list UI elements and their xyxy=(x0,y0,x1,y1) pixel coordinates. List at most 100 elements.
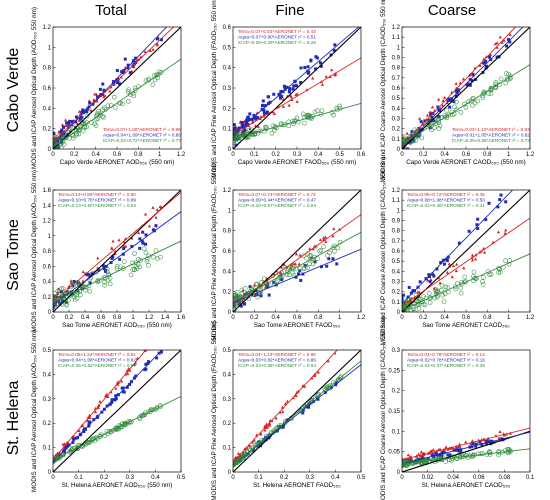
icap-point xyxy=(443,459,448,464)
terra-point xyxy=(267,423,271,427)
terra-fit-line xyxy=(53,27,175,143)
icap-point xyxy=(478,451,484,457)
terra-point xyxy=(152,339,155,342)
icap-point xyxy=(441,299,447,304)
y-tick-label: 0.3 xyxy=(43,397,52,403)
aqua-point xyxy=(279,90,283,94)
icap-fit-line xyxy=(233,103,361,140)
scatter-panel: 0 0.2 0.4 0.6 0.8 1 1.2 0 0.1 0.2 0.3 0.4 0.5 0.6 0.7 0… xyxy=(380,0,535,182)
aqua-point xyxy=(457,449,461,453)
icap-point xyxy=(120,101,125,107)
terra-fit-line xyxy=(402,217,530,307)
x-axis-label: St. Helena AERONET CAOD₅₅₀ xyxy=(422,482,511,489)
aqua-point xyxy=(267,95,271,99)
x-tick-label: 1 xyxy=(507,315,511,321)
icap-point xyxy=(439,287,444,293)
terra-point xyxy=(429,277,433,281)
x-tick-label: 0.8 xyxy=(314,315,323,321)
icap-point xyxy=(101,275,107,281)
icap-point xyxy=(458,285,464,291)
aqua-point xyxy=(248,112,252,116)
icap-point xyxy=(68,448,73,454)
aqua-point xyxy=(409,291,413,295)
x-tick-label: 1.2 xyxy=(145,315,154,321)
scatter-panel: 0 0.1 0.2 0.3 0.4 0.5 0 0.1 0.2 0.3 0.4 0.5 Terra=0.… xyxy=(211,321,366,500)
x-axis-label: St. Helena AERONET AOD₅₅₀ (550 nm) xyxy=(62,482,173,489)
x-tick-label: 0 xyxy=(400,315,404,321)
aqua-point xyxy=(118,257,122,261)
icap-point xyxy=(59,145,64,149)
aqua-point xyxy=(102,267,106,271)
aqua-point xyxy=(250,117,254,121)
icap-fit-line xyxy=(402,64,530,145)
plot-frame xyxy=(52,189,182,313)
x-tick-label: 0.4 xyxy=(314,152,323,158)
aqua-point xyxy=(303,264,307,268)
x-tick-label: 0.3 xyxy=(306,475,315,481)
x-tick-label: 0.6 xyxy=(357,152,366,158)
legend-entry-icap: ICAP=0.02+0.72*AERONET r² = 0.77 xyxy=(103,138,181,143)
terra-point xyxy=(428,110,432,114)
legend-entry-aqua: Aqua=0.07+0.90*AERONET r² = 0.51 xyxy=(238,35,316,40)
aqua-point xyxy=(435,267,439,271)
icap-point xyxy=(86,439,92,445)
terra-point xyxy=(502,433,506,437)
legend-entry-terra: Terra=0.06+0.72*AERONET r² = 0.45 xyxy=(407,192,485,197)
terra-point xyxy=(256,124,260,128)
terra-point xyxy=(69,281,74,285)
terra-point xyxy=(94,92,99,96)
x-tick-label: 0.4 xyxy=(91,152,100,158)
one-to-one-line xyxy=(402,27,530,149)
y-tick-label: 0 xyxy=(397,470,401,476)
icap-point xyxy=(335,245,341,251)
aqua-point xyxy=(446,453,450,457)
aqua-point xyxy=(134,374,138,378)
y-tick-label: 0.5 xyxy=(392,96,401,102)
aqua-point xyxy=(480,443,484,447)
icap-point xyxy=(62,136,68,141)
y-tick-label: 1 xyxy=(48,234,52,240)
x-tick-label: 0.3 xyxy=(126,475,135,481)
aqua-point xyxy=(97,268,101,272)
terra-point xyxy=(157,334,160,337)
aqua-point xyxy=(82,429,86,433)
icap-point xyxy=(433,288,439,294)
terra-point xyxy=(438,281,442,285)
icap-point xyxy=(408,133,414,139)
y-tick-label: 0.6 xyxy=(392,86,401,92)
scatter-points xyxy=(233,351,344,468)
y-axis-label: MODIS and ICAP Aerosol Optical Depth (AO… xyxy=(31,330,38,492)
legend-entry-icap: ICAP=0.05+0.52*AERONET r² = 0.67 xyxy=(58,363,136,368)
y-axis-label: MODIS and ICAP Coarse Aerosol Optical De… xyxy=(380,157,387,346)
legend-entry-terra: Terra=0.05+1.24*AERONET r² = 0.81 xyxy=(58,352,136,357)
terra-point xyxy=(495,41,499,45)
icap-point xyxy=(74,131,79,137)
icap-point xyxy=(111,94,117,100)
x-axis-label: Capo Verde AERONET CAOD₅₅₀ (550 nm) xyxy=(406,159,526,166)
y-tick-label: 1.2 xyxy=(43,219,52,225)
aqua-point xyxy=(85,110,89,114)
fit-lines xyxy=(53,350,181,472)
legend-entry-terra: Terra=0.03+0.78*AERONET r² = 0.14 xyxy=(407,352,485,357)
icap-point xyxy=(146,263,151,268)
aqua-point xyxy=(128,382,132,386)
icap-point xyxy=(261,276,267,282)
terra-point xyxy=(418,116,422,120)
terra-point xyxy=(292,262,296,266)
aqua-point xyxy=(476,217,480,221)
aqua-point xyxy=(474,442,478,446)
x-axis-label: Sao Tome AERONET AOD₅₅₀ (550 nm) xyxy=(62,322,172,329)
x-tick-label: 0 xyxy=(400,475,404,481)
one-to-one-line xyxy=(402,190,530,312)
terra-point xyxy=(447,262,451,266)
terra-point xyxy=(446,447,450,451)
terra-point xyxy=(126,372,130,376)
terra-point xyxy=(295,99,299,103)
x-tick-label: 0.5 xyxy=(177,475,186,481)
y-tick-label: 0.4 xyxy=(43,372,52,378)
icap-point xyxy=(403,306,408,311)
icap-point xyxy=(105,277,111,283)
legend-entry-aqua: Aqua=0.09+0.44*AERONET r² = 0.47 xyxy=(238,198,316,203)
y-tick-label: 0.2 xyxy=(223,421,232,427)
x-tick-label: 0.6 xyxy=(462,152,471,158)
